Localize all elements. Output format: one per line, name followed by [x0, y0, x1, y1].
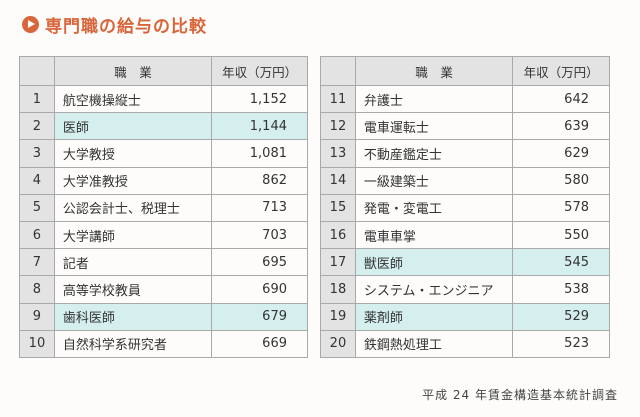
- rank-cell: 7: [19, 248, 55, 277]
- page-title: 専門職の給与の比較: [45, 17, 207, 37]
- salary-cell: 862: [211, 166, 308, 195]
- salary-cell: 580: [512, 166, 610, 195]
- rank-cell: 13: [320, 139, 356, 168]
- table-row: 3 大学教授 1,081: [19, 139, 308, 168]
- table-row: 14 一級建築士 580: [320, 166, 610, 195]
- table-row: 10 自然科学系研究者 669: [19, 329, 308, 358]
- header-salary: 年収（万円）: [211, 56, 308, 86]
- rank-cell: 5: [19, 193, 55, 222]
- table-row: 17 獣医師 545: [320, 248, 610, 277]
- table-row: 20 鉄鋼熱処理工 523: [320, 329, 610, 358]
- job-cell: システム・エンジニア: [354, 275, 514, 304]
- salary-cell: 703: [211, 220, 308, 250]
- job-cell: 医師: [53, 112, 213, 141]
- job-cell: 鉄鋼熱処理工: [354, 329, 514, 358]
- table-header-row: 職 業 年収（万円）: [320, 56, 610, 86]
- job-cell: 薬剤師: [354, 302, 514, 331]
- salary-cell: 713: [211, 193, 308, 222]
- rank-cell: 18: [320, 275, 356, 304]
- table-row: 9 歯科医師 679: [19, 302, 308, 331]
- salary-cell: 629: [512, 139, 610, 168]
- rank-cell: 10: [19, 329, 55, 358]
- table-row: 16 電車車掌 550: [320, 220, 610, 250]
- table-header-row: 職 業 年収（万円）: [19, 56, 308, 86]
- header-job: 職 業: [53, 56, 213, 86]
- table-row: 4 大学准教授 862: [19, 166, 308, 195]
- play-circle-icon: [22, 16, 39, 33]
- rank-cell: 9: [19, 302, 55, 331]
- job-cell: 大学教授: [53, 139, 213, 168]
- table-row: 13 不動産鑑定士 629: [320, 139, 610, 168]
- rank-cell: 8: [19, 275, 55, 304]
- table-row: 11 弁護士 642: [320, 84, 610, 114]
- table-row: 18 システム・エンジニア 538: [320, 275, 610, 304]
- rank-cell: 2: [19, 112, 55, 141]
- job-cell: 高等学校教員: [53, 275, 213, 304]
- table-row: 7 記者 695: [19, 248, 308, 277]
- table-row: 12 電車運転士 639: [320, 112, 610, 141]
- rank-cell: 14: [320, 166, 356, 195]
- rank-cell: 15: [320, 193, 356, 222]
- job-cell: 公認会計士、税理士: [53, 193, 213, 222]
- salary-cell: 545: [512, 248, 610, 277]
- salary-cell: 1,081: [211, 139, 308, 168]
- table-row: 19 薬剤師 529: [320, 302, 610, 331]
- job-cell: 歯科医師: [53, 302, 213, 331]
- job-cell: 発電・変電工: [354, 193, 514, 222]
- table-row: 2 医師 1,144: [19, 112, 308, 141]
- salary-table-right: 職 業 年収（万円） 11 弁護士 642 12 電車運転士 639 13 不動産鑑定士 629…: [320, 56, 610, 358]
- job-cell: 電車運転士: [354, 112, 514, 141]
- table-row: 5 公認会計士、税理士 713: [19, 193, 308, 222]
- job-cell: 航空機操縦士: [53, 84, 213, 114]
- job-cell: 獣医師: [354, 248, 514, 277]
- salary-cell: 1,144: [211, 112, 308, 141]
- salary-cell: 690: [211, 275, 308, 304]
- table-row: 1 航空機操縦士 1,152: [19, 84, 308, 114]
- salary-cell: 550: [512, 220, 610, 250]
- job-cell: 記者: [53, 248, 213, 277]
- job-cell: 電車車掌: [354, 220, 514, 250]
- header-number: [320, 56, 356, 86]
- header-job: 職 業: [354, 56, 514, 86]
- job-cell: 大学准教授: [53, 166, 213, 195]
- rank-cell: 4: [19, 166, 55, 195]
- salary-cell: 639: [512, 112, 610, 141]
- salary-cell: 679: [211, 302, 308, 331]
- title-row: 専門職の給与の比較: [22, 12, 207, 37]
- rank-cell: 12: [320, 112, 356, 141]
- salary-cell: 695: [211, 248, 308, 277]
- salary-cell: 578: [512, 193, 610, 222]
- rank-cell: 6: [19, 220, 55, 250]
- salary-cell: 1,152: [211, 84, 308, 114]
- job-cell: 不動産鑑定士: [354, 139, 514, 168]
- table-row: 8 高等学校教員 690: [19, 275, 308, 304]
- salary-cell: 529: [512, 302, 610, 331]
- header-number: [19, 56, 55, 86]
- rank-cell: 11: [320, 84, 356, 114]
- rank-cell: 16: [320, 220, 356, 250]
- source-note: 平成 24 年賃金構造基本統計調査: [422, 388, 618, 402]
- job-cell: 一級建築士: [354, 166, 514, 195]
- table-row: 6 大学講師 703: [19, 220, 308, 250]
- table-row: 15 発電・変電工 578: [320, 193, 610, 222]
- salary-cell: 669: [211, 329, 308, 358]
- rank-cell: 3: [19, 139, 55, 168]
- job-cell: 弁護士: [354, 84, 514, 114]
- salary-cell: 523: [512, 329, 610, 358]
- header-salary: 年収（万円）: [512, 56, 610, 86]
- rank-cell: 1: [19, 84, 55, 114]
- job-cell: 大学講師: [53, 220, 213, 250]
- salary-cell: 642: [512, 84, 610, 114]
- job-cell: 自然科学系研究者: [53, 329, 213, 358]
- rank-cell: 19: [320, 302, 356, 331]
- rank-cell: 17: [320, 248, 356, 277]
- salary-table-left: 職 業 年収（万円） 1 航空機操縦士 1,152 2 医師 1,144 3 大学教授 1,08…: [19, 56, 308, 358]
- salary-cell: 538: [512, 275, 610, 304]
- rank-cell: 20: [320, 329, 356, 358]
